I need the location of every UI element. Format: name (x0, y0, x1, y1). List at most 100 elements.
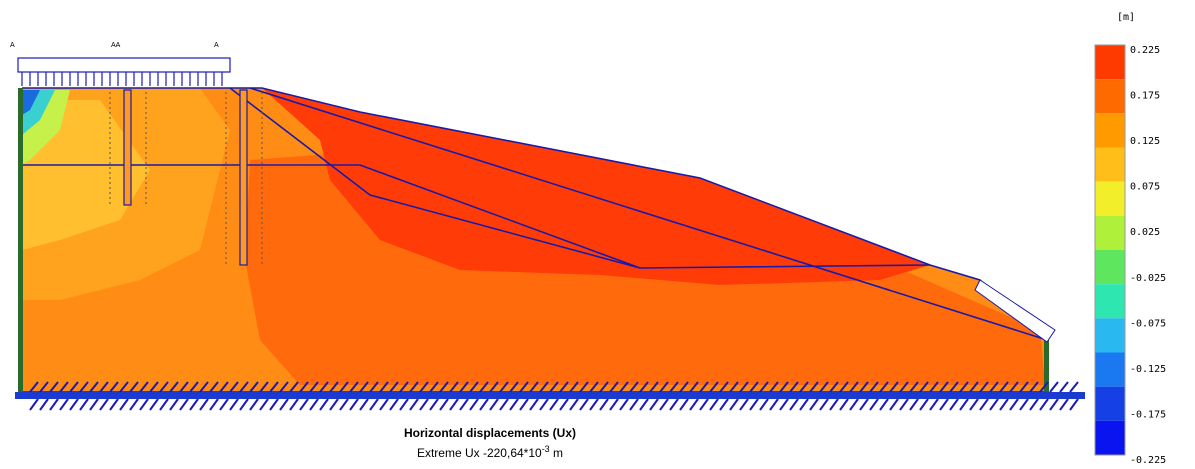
hatch-stroke (239, 381, 249, 393)
hatch-stroke (269, 398, 279, 411)
hatch-stroke (69, 381, 79, 393)
hatch-stroke (209, 398, 219, 411)
hatch-stroke (279, 381, 289, 393)
legend-label: 0.125 (1130, 136, 1160, 147)
hatch-stroke (449, 381, 459, 393)
hatch-stroke (829, 398, 839, 411)
hatch-stroke (269, 381, 279, 393)
hatch-stroke (309, 381, 319, 393)
hatch-stroke (829, 381, 839, 393)
hatch-stroke (1069, 398, 1079, 411)
hatch-stroke (719, 398, 729, 411)
hatch-stroke (659, 381, 669, 393)
hatch-stroke (789, 398, 799, 411)
hatch-stroke (909, 381, 919, 393)
hatch-stroke (949, 398, 959, 411)
legend-swatch (1095, 250, 1125, 285)
hatch-stroke (479, 381, 489, 393)
hatch-stroke (339, 398, 349, 411)
hatch-stroke (439, 398, 449, 411)
hatch-stroke (329, 381, 339, 393)
hatch-stroke (389, 381, 399, 393)
hatch-stroke (999, 398, 1009, 411)
hatch-stroke (989, 381, 999, 393)
hatch-stroke (919, 381, 929, 393)
extreme-unit: m (549, 446, 564, 460)
legend-swatch (1095, 352, 1125, 387)
hatch-stroke (149, 381, 159, 393)
hatch-stroke (429, 381, 439, 393)
hatch-stroke (839, 381, 849, 393)
hatch-stroke (369, 398, 379, 411)
hatch-stroke (139, 381, 149, 393)
hatch-stroke (859, 398, 869, 411)
hatch-stroke (449, 398, 459, 411)
hatch-stroke (529, 398, 539, 411)
hatch-stroke (709, 381, 719, 393)
hatch-stroke (79, 398, 89, 411)
hatch-stroke (169, 398, 179, 411)
extreme-prefix: Extreme Ux -220,64*10 (416, 446, 542, 460)
hatch-stroke (1019, 398, 1029, 411)
toe-structure (974, 279, 1056, 343)
hatch-stroke (849, 398, 859, 411)
hatch-stroke (709, 398, 719, 411)
hatch-stroke (399, 398, 409, 411)
hatch-stroke (409, 398, 419, 411)
contour-left-yellow (22, 100, 150, 250)
legend-swatch (1095, 420, 1125, 455)
hatch-stroke (839, 398, 849, 411)
hatch-stroke (99, 398, 109, 411)
hatch-stroke (259, 398, 269, 411)
hatch-stroke (1049, 398, 1059, 411)
hatch-stroke (109, 381, 119, 393)
legend-bar: 0.225 0.175 0.125 0.075 0.025 -0.025 -0.075 -0.… (1094, 44, 1166, 466)
hatch-stroke (639, 398, 649, 411)
hatch-stroke (359, 398, 369, 411)
hatch-stroke (769, 381, 779, 393)
hatch-stroke (819, 398, 829, 411)
legend-swatch (1095, 113, 1125, 148)
hatch-stroke (499, 398, 509, 411)
hatch-stroke (309, 398, 319, 411)
hatch-stroke (1009, 398, 1019, 411)
hatch-stroke (579, 398, 589, 411)
legend-swatch (1095, 79, 1125, 114)
hatch-stroke (719, 381, 729, 393)
marker-aa: AA (111, 42, 121, 49)
hatch-stroke (689, 381, 699, 393)
hatch-stroke (979, 381, 989, 393)
hatch-stroke (869, 398, 879, 411)
hatch-stroke (859, 381, 869, 393)
hatch-stroke (899, 398, 909, 411)
hatch-stroke (379, 381, 389, 393)
hatch-stroke (679, 398, 689, 411)
legend-swatch (1095, 45, 1125, 80)
hatch-stroke (509, 398, 519, 411)
legend-label: -0.025 (1130, 273, 1166, 284)
hatch-stroke (549, 398, 559, 411)
hatch-stroke (869, 381, 879, 393)
hatch-stroke (619, 398, 629, 411)
hatch-stroke (69, 398, 79, 411)
hatch-stroke (779, 381, 789, 393)
hatch-stroke (239, 398, 249, 411)
hatch-stroke (89, 398, 99, 411)
hatch-stroke (189, 381, 199, 393)
hatch-stroke (209, 381, 219, 393)
hatch-stroke (349, 398, 359, 411)
hatch-stroke (459, 398, 469, 411)
hatch-stroke (739, 398, 749, 411)
hatch-stroke (729, 381, 739, 393)
hatch-stroke (89, 381, 99, 393)
hatch-stroke (919, 398, 929, 411)
hatch-stroke (549, 381, 559, 393)
hatch-stroke (349, 381, 359, 393)
hatch-stroke (179, 398, 189, 411)
hatch-stroke (879, 381, 889, 393)
hatch-stroke (949, 381, 959, 393)
hatch-stroke (779, 398, 789, 411)
hatch-stroke (429, 398, 439, 411)
hatch-stroke (749, 381, 759, 393)
hatch-stroke (119, 398, 129, 411)
